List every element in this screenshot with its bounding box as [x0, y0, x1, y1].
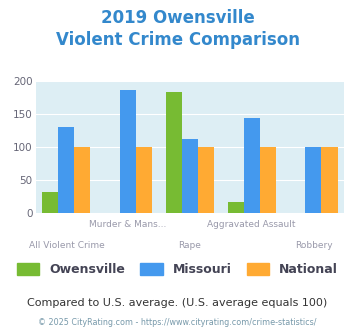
Text: All Violent Crime: All Violent Crime [28, 241, 104, 249]
Text: Violent Crime Comparison: Violent Crime Comparison [55, 31, 300, 49]
Bar [75, 147, 91, 213]
Bar [42, 192, 58, 213]
Bar [136, 147, 152, 213]
Bar [198, 147, 214, 213]
Text: 2019 Owensville: 2019 Owensville [100, 9, 255, 27]
Text: Robbery: Robbery [295, 241, 332, 249]
Bar [166, 92, 182, 213]
Bar [120, 90, 136, 213]
Bar [260, 147, 276, 213]
Text: Aggravated Assault: Aggravated Assault [207, 220, 296, 229]
Text: Rape: Rape [179, 241, 201, 249]
Bar [182, 139, 198, 213]
Bar [58, 127, 75, 213]
Bar [322, 147, 338, 213]
Text: © 2025 CityRating.com - https://www.cityrating.com/crime-statistics/: © 2025 CityRating.com - https://www.city… [38, 318, 317, 327]
Legend: Owensville, Missouri, National: Owensville, Missouri, National [12, 258, 343, 281]
Text: Compared to U.S. average. (U.S. average equals 100): Compared to U.S. average. (U.S. average … [27, 298, 328, 308]
Text: Murder & Mans...: Murder & Mans... [89, 220, 167, 229]
Bar [244, 118, 260, 213]
Bar [228, 202, 244, 213]
Bar [305, 147, 322, 213]
